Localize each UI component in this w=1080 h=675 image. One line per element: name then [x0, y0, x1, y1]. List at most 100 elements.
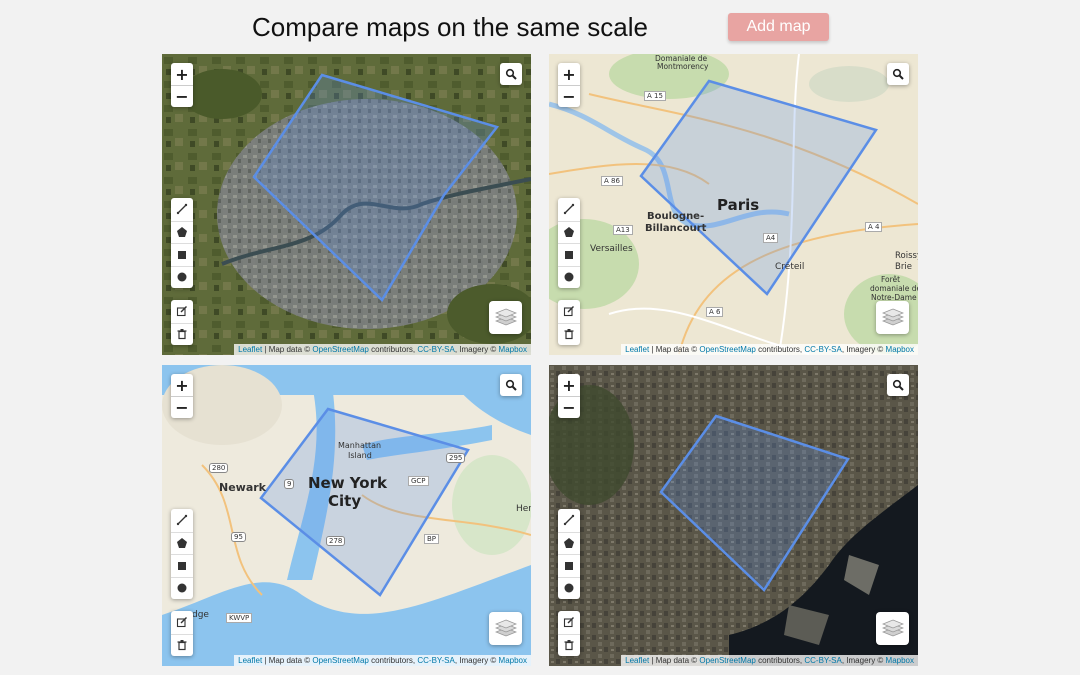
zoom-out-button[interactable]: − — [171, 85, 193, 107]
draw-rectangle-button[interactable] — [171, 243, 193, 266]
zoom-control: + − — [171, 63, 193, 107]
draw-circle-button[interactable] — [558, 576, 580, 600]
layers-switcher-button[interactable] — [876, 301, 909, 334]
search-icon — [892, 379, 904, 391]
edit-layers-button[interactable] — [171, 300, 193, 323]
license-link[interactable]: CC-BY-SA — [804, 656, 842, 665]
edit-layers-button[interactable] — [558, 611, 580, 634]
draw-toolbar — [558, 509, 580, 599]
attribution-text: , Imagery © — [454, 345, 499, 354]
road-label-a15: A 15 — [644, 91, 666, 101]
add-map-button[interactable]: Add map — [728, 13, 829, 41]
polyline-icon — [176, 204, 188, 215]
draw-circle-button[interactable] — [171, 265, 193, 289]
polygon-icon — [177, 227, 187, 238]
layers-switcher-button[interactable] — [489, 612, 522, 645]
license-link[interactable]: CC-BY-SA — [417, 656, 455, 665]
trash-icon — [564, 640, 574, 651]
mapbox-link[interactable]: Mapbox — [498, 345, 527, 354]
draw-rectangle-button[interactable] — [558, 243, 580, 266]
zoom-in-button[interactable]: + — [562, 64, 576, 84]
rectangle-icon — [178, 561, 186, 570]
search-button[interactable] — [500, 63, 522, 85]
draw-polyline-button[interactable] — [558, 509, 580, 532]
license-link[interactable]: CC-BY-SA — [804, 345, 842, 354]
license-link[interactable]: CC-BY-SA — [417, 345, 455, 354]
osm-link[interactable]: OpenStreetMap — [699, 345, 756, 354]
map-attribution: Leaflet | Map data © OpenStreetMap contr… — [621, 344, 918, 355]
mapbox-link[interactable]: Mapbox — [885, 345, 914, 354]
draw-polygon-button[interactable] — [171, 531, 193, 555]
zoom-in-button[interactable]: + — [175, 375, 189, 395]
attribution-text: | Map data © — [649, 345, 700, 354]
map-panel-2[interactable]: Paris Boulogne- Billancourt Versailles C… — [549, 54, 918, 355]
map-attribution: Leaflet | Map data © OpenStreetMap contr… — [234, 344, 531, 355]
map-label-bridge: dge — [192, 610, 209, 620]
trash-icon — [177, 640, 187, 651]
area-polygon — [259, 407, 470, 597]
road-shield-280: 280 — [209, 463, 229, 473]
attribution-text: , Imagery © — [841, 345, 886, 354]
zoom-in-button[interactable]: + — [562, 375, 576, 395]
zoom-out-button[interactable]: − — [558, 396, 580, 418]
map-panel-4[interactable]: + − Leaflet | Map data © OpenStreetMap c… — [549, 365, 918, 666]
draw-polyline-button[interactable] — [558, 198, 580, 221]
map-label-roissy: Brie — [895, 262, 912, 272]
road-label-bp: BP — [424, 534, 440, 544]
zoom-in-button[interactable]: + — [175, 64, 189, 84]
draw-polygon-button[interactable] — [171, 220, 193, 244]
layers-icon — [494, 619, 517, 636]
draw-circle-button[interactable] — [171, 576, 193, 600]
draw-polyline-button[interactable] — [171, 198, 193, 221]
draw-polygon-button[interactable] — [558, 531, 580, 555]
draw-rectangle-button[interactable] — [171, 554, 193, 577]
delete-layers-button[interactable] — [171, 322, 193, 346]
trash-icon — [564, 329, 574, 340]
osm-link[interactable]: OpenStreetMap — [699, 656, 756, 665]
road-shield-95: 95 — [231, 532, 246, 542]
map-attribution: Leaflet | Map data © OpenStreetMap contr… — [234, 655, 531, 666]
map-label-manhattan: Manhattan — [338, 441, 382, 450]
leaflet-link[interactable]: Leaflet — [238, 656, 263, 665]
area-polygon — [659, 414, 850, 592]
draw-rectangle-button[interactable] — [558, 554, 580, 577]
draw-circle-button[interactable] — [558, 265, 580, 289]
draw-polygon-button[interactable] — [558, 220, 580, 244]
mapbox-link[interactable]: Mapbox — [885, 656, 914, 665]
leaflet-link[interactable]: Leaflet — [625, 345, 650, 354]
polyline-icon — [563, 204, 575, 215]
zoom-out-button[interactable]: − — [171, 396, 193, 418]
edit-layers-button[interactable] — [171, 611, 193, 634]
osm-link[interactable]: OpenStreetMap — [312, 345, 369, 354]
layers-switcher-button[interactable] — [489, 301, 522, 334]
search-button[interactable] — [887, 63, 909, 85]
edit-layers-button[interactable] — [558, 300, 580, 323]
rectangle-icon — [178, 250, 186, 259]
attribution-text: , Imagery © — [454, 656, 499, 665]
satellite-map-tiles[interactable] — [162, 54, 531, 355]
edit-icon — [563, 617, 574, 628]
edit-icon — [563, 306, 574, 317]
draw-polyline-button[interactable] — [171, 509, 193, 532]
mapbox-link[interactable]: Mapbox — [498, 656, 527, 665]
street-map-tiles[interactable] — [162, 365, 531, 666]
map-panel-1[interactable]: + − Leaflet | Map data © OpenStreetMap c… — [162, 54, 531, 355]
delete-layers-button[interactable] — [558, 322, 580, 346]
leaflet-link[interactable]: Leaflet — [625, 656, 650, 665]
osm-link[interactable]: OpenStreetMap — [312, 656, 369, 665]
map-panel-3[interactable]: New York City Newark Manhattan Island GC… — [162, 365, 531, 666]
attribution-text: contributors, — [368, 345, 418, 354]
delete-layers-button[interactable] — [171, 633, 193, 657]
map-label-foret: Notre-Dame — [871, 293, 917, 302]
map-label-newark: Newark — [219, 481, 266, 494]
search-button[interactable] — [887, 374, 909, 396]
delete-layers-button[interactable] — [558, 633, 580, 657]
layers-switcher-button[interactable] — [876, 612, 909, 645]
leaflet-link[interactable]: Leaflet — [238, 345, 263, 354]
search-button[interactable] — [500, 374, 522, 396]
road-label-a6: A 6 — [706, 307, 724, 317]
rectangle-icon — [565, 561, 573, 570]
satellite-map-tiles[interactable] — [549, 365, 918, 666]
road-shield-278: 278 — [326, 536, 346, 546]
zoom-out-button[interactable]: − — [558, 85, 580, 107]
